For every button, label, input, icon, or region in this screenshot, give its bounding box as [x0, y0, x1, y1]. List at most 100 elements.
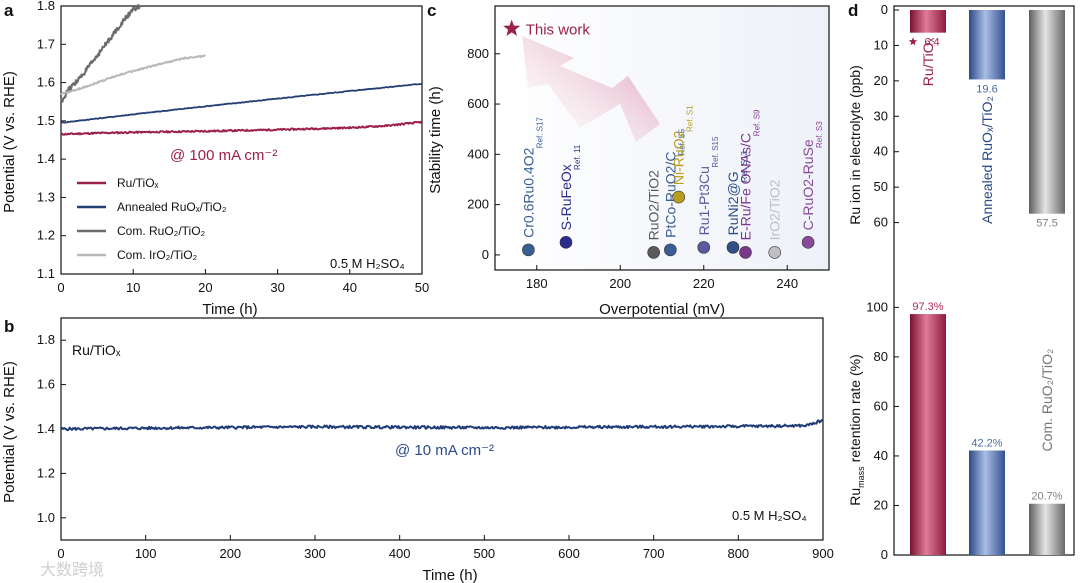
c-point-label: Ru1-Pt3Cu — [696, 166, 712, 235]
d-top-ytick-label: 10 — [874, 37, 888, 52]
d-top-ytick-label: 60 — [874, 215, 888, 230]
a-series-line — [60, 3, 142, 103]
c-ytick-label: 200 — [467, 197, 489, 212]
b-ytick-label: 1.8 — [37, 332, 55, 347]
b-xtick-label: 0 — [57, 546, 64, 561]
d-ticks: 0 10 20 30 40 50 60 0 20 40 60 80 100 — [866, 2, 899, 562]
a-xlabel: Time (h) — [202, 301, 257, 318]
a-ylabel: Potential (V vs. RHE) — [1, 71, 18, 213]
c-point — [672, 190, 686, 204]
d-star-icon — [908, 37, 918, 46]
c-point-ref: Ref. 11 — [573, 144, 582, 170]
b-ytick-label: 1.4 — [37, 421, 55, 436]
c-point-label: E-Ru/Fe ONAs/C — [738, 133, 754, 240]
c-point-label: RuNi2@G — [725, 171, 741, 235]
a-electrolyte: 0.5 M H₂SO₄ — [330, 256, 405, 271]
c-ytick-label: 0 — [482, 247, 489, 262]
d-top-ytick-label: 0 — [881, 2, 888, 17]
d-bottom-ytick-label: 40 — [874, 448, 888, 463]
a-xtick-label: 50 — [415, 280, 429, 295]
b-xtick-label: 900 — [812, 546, 834, 561]
b-xtick-label: 600 — [558, 546, 580, 561]
d-bottom-value-label: 97.3% — [912, 301, 943, 313]
b-ytick-label: 1.0 — [37, 510, 55, 525]
c-point-ref: Ref. S13 — [740, 151, 749, 183]
c-point-ref: Ref. S5 — [677, 128, 686, 155]
a-xtick-label: 20 — [198, 280, 212, 295]
c-trend-arrow — [522, 36, 660, 142]
b-xtick-label: 300 — [304, 546, 326, 561]
b-xtick-label: 800 — [727, 546, 749, 561]
panel-a: a 0 10 20 30 40 50 1.1 1.2 1.3 1.4 1.5 1.6 1.7 1.8 @ … — [1, 0, 429, 318]
c-point-ref: Ref. S17 — [535, 117, 544, 149]
panel-letter-a: a — [4, 1, 14, 20]
b-electrolyte: 0.5 M H₂SO₄ — [732, 508, 807, 523]
a-series-line — [60, 120, 423, 136]
d-top-ytick-label: 50 — [874, 179, 888, 194]
panel-letter-b: b — [4, 317, 14, 336]
c-ticks: 180 200 220 240 0 200 400 600 800 — [467, 46, 798, 291]
a-xtick-label: 40 — [343, 280, 357, 295]
a-ytick-label: 1.2 — [37, 228, 55, 243]
c-point — [739, 246, 752, 259]
d-bottom-ytick-label: 80 — [874, 349, 888, 364]
c-point-label: Ni-RuO2 — [671, 130, 687, 185]
b-xtick-label: 100 — [135, 546, 157, 561]
d-top-ytick-label: 30 — [874, 108, 888, 123]
d-bottom-ytick-label: 20 — [874, 497, 888, 512]
c-point-label: S-RuFeOx — [558, 164, 574, 230]
d-top-value-label: 6.4 — [924, 37, 939, 49]
panel-letter-c: c — [427, 1, 436, 20]
a-ytick-label: 1.5 — [37, 113, 55, 128]
c-point — [522, 243, 535, 257]
a-ytick-label: 1.7 — [37, 36, 55, 51]
c-xlabel: Overpotential (mV) — [599, 301, 725, 318]
c-point-label: RuO2/TiO2 — [646, 170, 662, 240]
c-point — [647, 246, 660, 259]
d-top-value-label: 57.5 — [1036, 218, 1057, 230]
d-category-label: Com. RuO₂/TiO₂ — [1039, 349, 1055, 452]
c-point — [664, 243, 677, 257]
b-xtick-label: 500 — [473, 546, 495, 561]
a-legend-label: Com. RuO₂/TiO₂ — [117, 224, 206, 238]
b-ytick-label: 1.6 — [37, 377, 55, 392]
d-bottom-ytick-label: 0 — [881, 547, 888, 562]
b-ylabel: Potential (V vs. RHE) — [1, 361, 18, 503]
c-point — [768, 246, 782, 259]
b-series-line — [60, 419, 824, 432]
c-point-ref: Ref. S15 — [711, 136, 720, 168]
c-point — [801, 236, 815, 249]
a-ytick-label: 1.4 — [37, 151, 55, 166]
a-ytick-label: 1.3 — [37, 189, 55, 204]
d-category-label: Annealed RuOₓ/TiO₂ — [979, 96, 995, 224]
a-ytick-label: 1.6 — [37, 75, 55, 90]
c-this-work-label: This work — [526, 22, 591, 39]
b-annotation: @ 10 mA cm⁻² — [395, 442, 494, 459]
a-legend-label: Annealed RuOₓ/TiO₂ — [117, 200, 227, 214]
a-ticks: 0 10 20 30 40 50 1.1 1.2 1.3 1.4 1.5 1.6 1.7 1.8 — [37, 0, 429, 295]
panel-d: d 0 10 20 30 40 50 60 0 20 40 60 80 100 6.4 97.3% 19.6… — [847, 1, 1075, 562]
d-bottom-ytick-label: 100 — [866, 299, 888, 314]
a-legend-label: Ru/TiOₓ — [117, 176, 159, 190]
a-annotation: @ 100 mA cm⁻² — [170, 147, 277, 164]
a-legend: Ru/TiOₓ Annealed RuOₓ/TiO₂ Com. RuO₂/TiO₂ C… — [77, 176, 227, 262]
c-point-ref: Ref. S9 — [753, 109, 762, 136]
c-xtick-label: 180 — [526, 276, 548, 291]
d-bottom-ytick-label: 60 — [874, 398, 888, 413]
c-point — [697, 241, 711, 254]
c-this-work-star — [503, 19, 521, 36]
a-ytick-label: 1.8 — [37, 0, 55, 13]
c-xtick-label: 240 — [776, 276, 798, 291]
b-lines — [60, 419, 824, 432]
b-ticks: 0 100 200 300 400 500 600 700 800 900 1.0 1.2 1.4 1.6… — [37, 332, 834, 561]
c-point-label: Cr0.6Ru0.4O2 — [520, 147, 536, 237]
c-point-label: PtCo-RuO2/C — [662, 152, 678, 238]
b-xtick-label: 200 — [219, 546, 241, 561]
a-lines — [60, 3, 423, 136]
c-xtick-label: 220 — [693, 276, 715, 291]
d-top-ytick-label: 20 — [874, 73, 888, 88]
c-ytick-label: 800 — [467, 46, 489, 61]
d-top-ytick-label: 40 — [874, 144, 888, 159]
d-bottom-value-label: 20.7% — [1031, 491, 1062, 503]
